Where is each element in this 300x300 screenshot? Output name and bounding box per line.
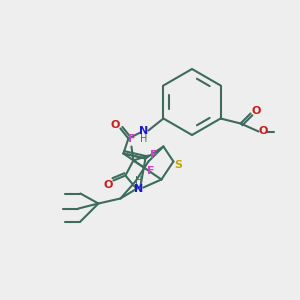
Text: F: F (147, 166, 154, 176)
Text: O: O (111, 121, 120, 130)
Text: H: H (135, 176, 142, 187)
Text: O: O (104, 179, 113, 190)
Text: S: S (174, 160, 182, 170)
Text: N: N (139, 127, 148, 136)
Text: O: O (252, 106, 261, 116)
Text: F: F (128, 134, 135, 145)
Text: O: O (259, 127, 268, 136)
Text: F: F (150, 151, 157, 160)
Text: N: N (134, 184, 143, 194)
Text: H: H (140, 134, 147, 143)
